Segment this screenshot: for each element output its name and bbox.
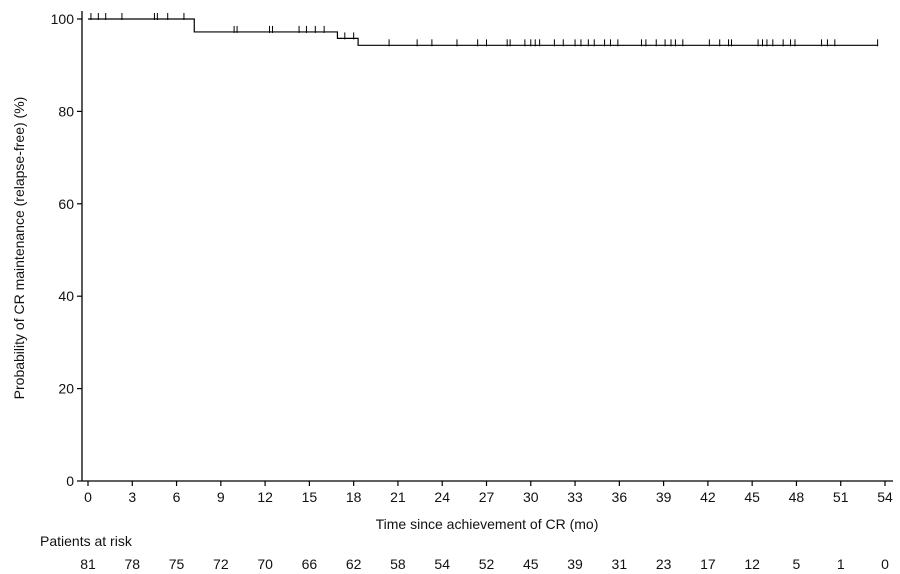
x-tick-label: 6 — [173, 489, 181, 505]
risk-count: 62 — [346, 556, 362, 572]
x-tick-label: 54 — [877, 489, 893, 505]
risk-count: 78 — [124, 556, 140, 572]
risk-count: 0 — [881, 556, 889, 572]
x-tick-label: 42 — [700, 489, 716, 505]
risk-count: 81 — [80, 556, 96, 572]
x-tick-label: 39 — [656, 489, 672, 505]
x-tick-label: 51 — [833, 489, 849, 505]
x-tick-label: 24 — [434, 489, 450, 505]
x-tick-label: 48 — [789, 489, 805, 505]
risk-table: 81 78 75 72 70 66 62 58 54 52 45 39 31 23 17 12 5 1 0 — [80, 556, 889, 572]
risk-count: 52 — [479, 556, 495, 572]
x-tick-label: 0 — [84, 489, 92, 505]
x-tick-label: 15 — [302, 489, 318, 505]
x-tick-label: 36 — [612, 489, 628, 505]
risk-count: 1 — [837, 556, 845, 572]
risk-table-title: Patients at risk — [40, 533, 133, 549]
risk-count: 39 — [567, 556, 583, 572]
risk-count: 45 — [523, 556, 539, 572]
y-tick-label: 80 — [58, 103, 74, 119]
y-tick-label: 20 — [58, 381, 74, 397]
y-tick-label: 40 — [58, 288, 74, 304]
risk-count: 66 — [302, 556, 318, 572]
x-tick-label: 33 — [567, 489, 583, 505]
axes: 0 3 6 9 12 15 18 21 24 27 30 33 36 39 42 45 48 51 54020406… — [51, 11, 893, 505]
risk-count: 72 — [213, 556, 229, 572]
x-axis-title: Time since achievement of CR (mo) — [376, 516, 599, 532]
x-tick-label: 45 — [744, 489, 760, 505]
y-axis-title: Probability of CR maintenance (relapse-f… — [11, 97, 27, 400]
risk-count: 54 — [434, 556, 450, 572]
risk-count: 12 — [744, 556, 760, 572]
x-tick-label: 30 — [523, 489, 539, 505]
x-tick-label: 9 — [217, 489, 225, 505]
x-tick-label: 12 — [257, 489, 273, 505]
survival-curve — [88, 18, 878, 46]
risk-count: 58 — [390, 556, 406, 572]
risk-count: 75 — [169, 556, 185, 572]
y-tick-label: 60 — [58, 196, 74, 212]
censor-marks — [90, 13, 879, 47]
risk-count: 23 — [656, 556, 672, 572]
survival-step-line — [88, 18, 878, 46]
risk-count: 5 — [793, 556, 801, 572]
x-tick-label: 3 — [128, 489, 136, 505]
y-tick-label: 0 — [66, 473, 74, 489]
x-tick-label: 18 — [346, 489, 362, 505]
risk-count: 17 — [700, 556, 716, 572]
y-tick-label: 100 — [51, 11, 75, 27]
risk-count: 31 — [612, 556, 628, 572]
x-tick-label: 27 — [479, 489, 495, 505]
x-tick-label: 21 — [390, 489, 406, 505]
risk-count: 70 — [257, 556, 273, 572]
